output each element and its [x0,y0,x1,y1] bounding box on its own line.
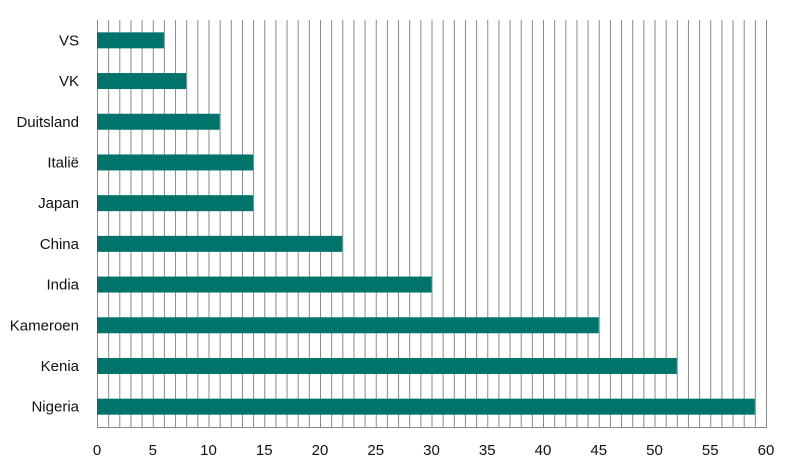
bars [97,32,755,415]
bar [97,154,254,171]
category-label: Kameroen [10,317,79,334]
x-tick-label: 55 [702,442,719,459]
x-tick-label: 5 [149,442,157,459]
category-label: Italië [47,154,79,171]
bar [97,357,677,374]
category-label: Japan [38,195,79,212]
bar [97,195,254,212]
bar [97,113,220,130]
category-label: China [40,236,80,253]
x-tick-label: 30 [423,442,440,459]
x-tick-label: 50 [646,442,663,459]
bar [97,73,187,90]
category-label: Duitsland [16,114,79,131]
x-tick-label: 60 [758,442,775,459]
bar [97,235,343,252]
category-label: Kenia [41,358,80,375]
category-label: VS [59,32,79,49]
x-tick-labels: 0 5 10 15 20 25 30 35 40 45 50 55 60 [93,442,775,459]
x-tick-label: 45 [590,442,607,459]
category-label: Nigeria [31,399,79,416]
bar [97,32,164,49]
x-tick-label: 20 [312,442,329,459]
x-tick-label: 0 [93,442,101,459]
category-label: VK [59,73,79,90]
x-tick-label: 40 [535,442,552,459]
x-tick-label: 10 [200,442,217,459]
category-labels: VS VK Duitsland Italië Japan China India Kamero… [10,32,80,415]
category-label: India [46,277,79,294]
bar [97,317,599,334]
bar [97,276,432,293]
x-tick-label: 25 [367,442,384,459]
x-tick-label: 15 [256,442,273,459]
bar [97,398,755,415]
x-tick-label: 35 [479,442,496,459]
